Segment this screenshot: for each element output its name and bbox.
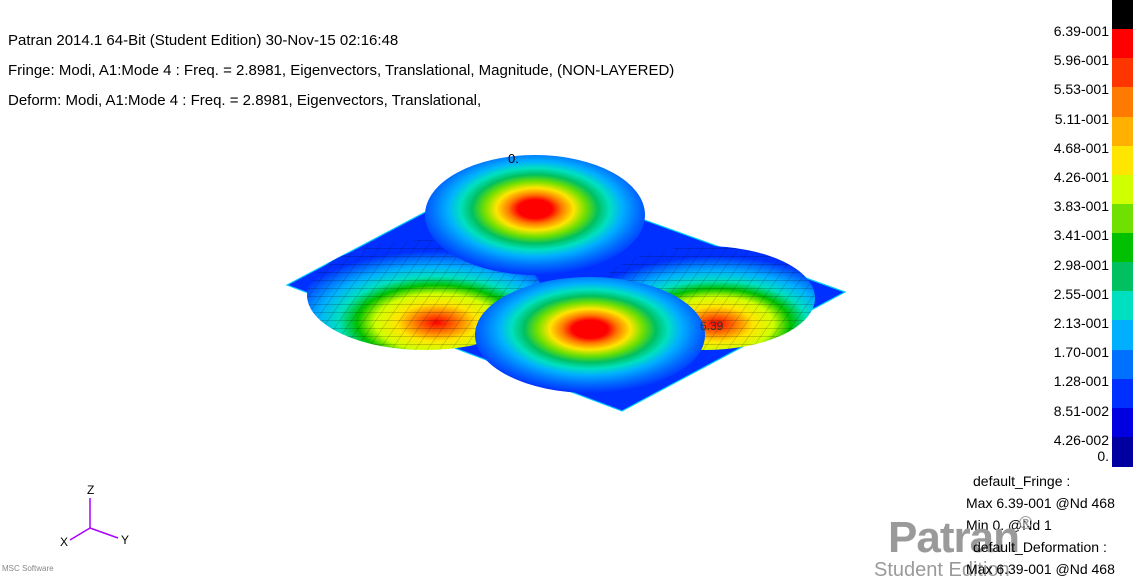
legend-value: 3.41-001 <box>1053 227 1109 244</box>
patran-logo: Patran® <box>888 513 1032 562</box>
fringe-max: Max 6.39-001 @Nd 468 <box>966 495 1115 511</box>
legend-swatch <box>1112 349 1133 380</box>
legend-value: 2.55-001 <box>1053 285 1109 302</box>
legend-value: 1.28-001 <box>1053 373 1109 390</box>
legend-swatch <box>1112 233 1133 263</box>
legend-swatch <box>1112 320 1133 350</box>
legend-value: 2.98-001 <box>1053 256 1109 273</box>
legend-value: 4.26-002 <box>1053 431 1109 448</box>
origin-marker: 0. <box>508 151 519 166</box>
max-marker: 6.39 <box>700 319 724 333</box>
legend-value: 1.70-001 <box>1053 344 1109 361</box>
top-dome <box>425 155 645 275</box>
z-axis-label: Z <box>87 483 94 497</box>
legend-swatch <box>1112 262 1133 292</box>
legend-value: 8.51-002 <box>1053 402 1109 419</box>
coordinate-triad <box>69 498 119 541</box>
vendor-logo: MSC Software <box>2 564 54 573</box>
bottom-dome <box>475 277 705 393</box>
fringe-stats-title: default_Fringe : <box>973 473 1071 489</box>
x-axis-label: X <box>60 535 68 549</box>
legend-swatch <box>1112 116 1133 147</box>
deform-description: Deform: Modi, A1:Mode 4 : Freq. = 2.8981… <box>8 92 482 109</box>
legend-value: 5.53-001 <box>1053 81 1109 98</box>
legend-swatch <box>1112 174 1133 205</box>
legend-swatch <box>1112 407 1133 438</box>
legend-value: 6.39-001 <box>1053 23 1109 39</box>
legend-swatch <box>1112 203 1133 234</box>
legend-value: 3.83-001 <box>1053 198 1109 215</box>
title-line: Patran 2014.1 64-Bit (Student Edition) 3… <box>8 32 399 49</box>
legend-swatch <box>1112 29 1133 59</box>
y-axis-label: Y <box>121 533 129 547</box>
legend-swatch <box>1112 0 1133 30</box>
legend-value: 5.11-001 <box>1054 110 1109 127</box>
legend-swatch <box>1112 87 1133 117</box>
deform-max: Max 6.39-001 @Nd 468 <box>966 561 1115 577</box>
legend-swatch <box>1112 291 1133 321</box>
legend-swatch <box>1112 436 1133 467</box>
edition-label: Student Edition <box>874 559 1010 581</box>
fringe-description: Fringe: Modi, A1:Mode 4 : Freq. = 2.8981… <box>8 62 675 79</box>
legend-swatch <box>1112 58 1133 88</box>
legend-swatch <box>1112 145 1133 176</box>
legend-value: 4.26-001 <box>1053 169 1109 185</box>
deform-stats-title: default_Deformation : <box>973 539 1107 555</box>
legend-value: 0. <box>1097 448 1109 464</box>
legend-value: 2.13-001 <box>1053 315 1109 331</box>
legend-value: 5.96-001 <box>1053 52 1109 69</box>
fringe-min: Min 0. @Nd 1 <box>966 517 1052 533</box>
legend-swatch <box>1112 378 1133 409</box>
legend-value: 4.68-001 <box>1053 139 1109 156</box>
